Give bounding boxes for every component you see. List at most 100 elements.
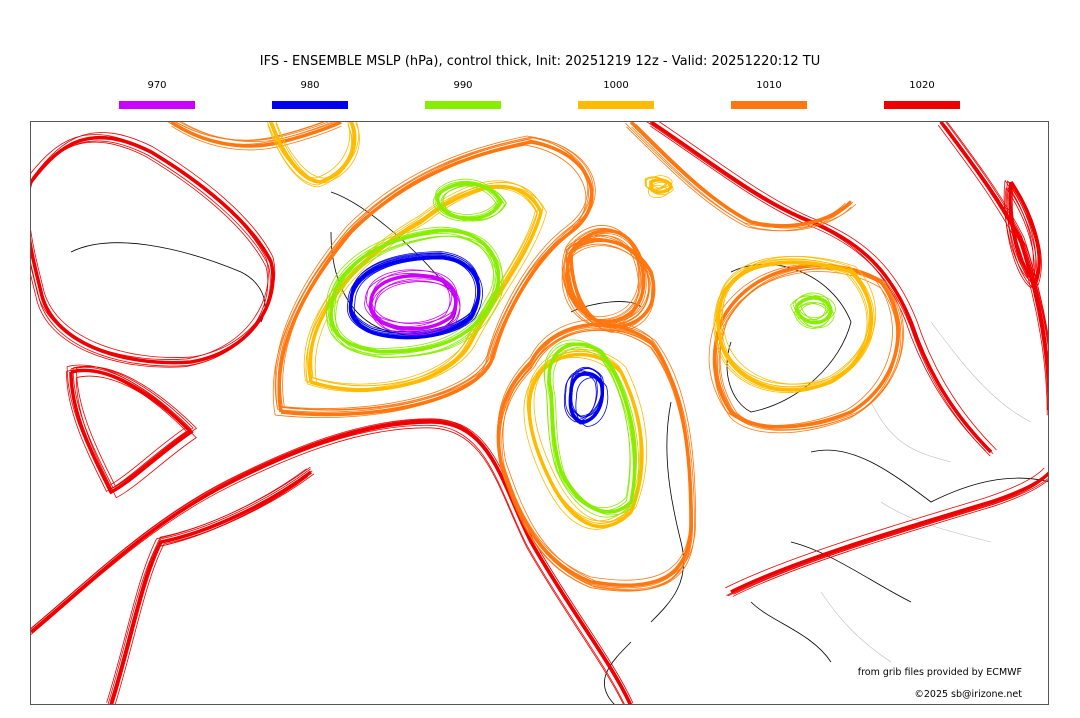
isobar-member	[171, 125, 342, 151]
isobar-member	[569, 374, 602, 425]
isobar-member	[652, 182, 674, 196]
isobar-member	[550, 342, 637, 511]
isobar-member	[631, 122, 851, 225]
isobar-member	[650, 179, 672, 194]
isobar-member	[114, 473, 315, 704]
isobar-member	[31, 137, 273, 364]
isobar-member	[107, 476, 307, 704]
isobar-member	[565, 235, 649, 324]
isobar-member	[547, 348, 634, 518]
isobar-member	[170, 122, 342, 148]
isobar-member	[31, 136, 275, 362]
isobar-member	[66, 364, 188, 488]
isobar-1010-bundle	[272, 135, 596, 419]
isobar-member	[549, 344, 636, 513]
isobar-member	[31, 424, 625, 704]
isobar-member	[272, 122, 357, 182]
isobar-1000-bundle	[267, 122, 360, 188]
coastlines	[70, 191, 1048, 704]
isobar-member	[646, 122, 986, 452]
isobar-member	[112, 470, 313, 704]
isobar-member	[110, 468, 311, 703]
isobar-member	[725, 467, 1045, 589]
isobar-member	[629, 122, 853, 228]
isobar-member	[371, 270, 458, 325]
isobar-member	[946, 122, 1048, 344]
isobar-member	[945, 122, 1048, 362]
isobar-member	[714, 263, 869, 392]
isobar-member	[31, 419, 630, 704]
isobar-member	[658, 122, 997, 451]
isobar-member	[32, 418, 634, 704]
isobar-member	[308, 184, 543, 392]
isobar-member	[274, 135, 589, 409]
isobar-member	[325, 226, 494, 349]
isobar-member	[374, 281, 461, 336]
isobar-member	[652, 123, 994, 455]
isobar-member	[31, 422, 630, 704]
isobar-980-bundle	[346, 251, 483, 340]
isobar-member	[350, 253, 480, 334]
isobar-member	[650, 125, 991, 457]
isobar-990-bundle	[432, 178, 507, 222]
isobar-member	[650, 122, 991, 453]
isobar-member	[334, 229, 503, 352]
isobar-1020-bundle	[646, 122, 997, 457]
isobar-member	[442, 184, 507, 221]
isobar-1020-bundle	[937, 122, 1048, 416]
source-credit: from grib files provided by ECMWF	[857, 667, 1022, 678]
isobar-member	[374, 278, 461, 333]
isobar-member	[502, 323, 697, 585]
legend-item-1020: 1020	[883, 80, 961, 109]
isobar-1020-bundle	[725, 467, 1048, 597]
isobar-member	[732, 479, 1048, 597]
isobar-member	[1011, 184, 1042, 286]
isobar-member	[499, 328, 694, 590]
legend-item-970: 970	[118, 80, 196, 109]
isobar-member	[565, 235, 643, 328]
legend-label: 1000	[603, 80, 629, 91]
isobar-member	[944, 127, 1048, 344]
legend-item-980: 980	[271, 80, 349, 109]
legend-label: 970	[147, 80, 167, 91]
isobar-1010-bundle	[167, 122, 342, 151]
isobar-member	[272, 144, 587, 419]
isobar-member	[731, 474, 1048, 592]
isobar-member	[364, 273, 451, 328]
isobar-member	[792, 294, 829, 320]
isobar-member	[269, 122, 354, 182]
isobar-member	[795, 302, 831, 328]
isobar-1020-bundle	[106, 466, 315, 704]
isobar-member	[31, 427, 624, 704]
isobar-member	[651, 175, 673, 189]
isobar-1000-bundle	[713, 256, 877, 393]
isobar-member	[110, 466, 311, 702]
legend-swatch	[272, 101, 348, 109]
isobar-member	[552, 346, 640, 516]
legend-swatch	[884, 101, 960, 109]
isobar-1020-bundle	[31, 132, 276, 368]
isobar-member	[31, 418, 631, 703]
isobar-member	[527, 350, 642, 524]
isobar-member	[718, 267, 903, 431]
isobar-member	[564, 228, 642, 321]
isobar-member	[569, 231, 647, 325]
isobar-member	[31, 140, 271, 367]
isobar-member	[561, 234, 639, 327]
legend-swatch	[119, 101, 195, 109]
isobar-member	[75, 375, 197, 499]
isobar-1020-bundle	[1003, 180, 1042, 289]
isobar-member	[650, 122, 991, 452]
legend-swatch	[425, 101, 501, 109]
isobar-member	[717, 268, 902, 431]
isobar-member	[565, 237, 650, 326]
isobar-member	[349, 254, 479, 336]
isobar-member	[626, 126, 847, 232]
isobar-member	[109, 470, 313, 704]
isobar-member	[280, 136, 594, 410]
isobar-member	[31, 135, 275, 365]
isobar-member	[565, 228, 646, 324]
isobar-member	[790, 295, 827, 322]
isobar-member	[575, 377, 609, 427]
isobar-member	[371, 273, 458, 328]
